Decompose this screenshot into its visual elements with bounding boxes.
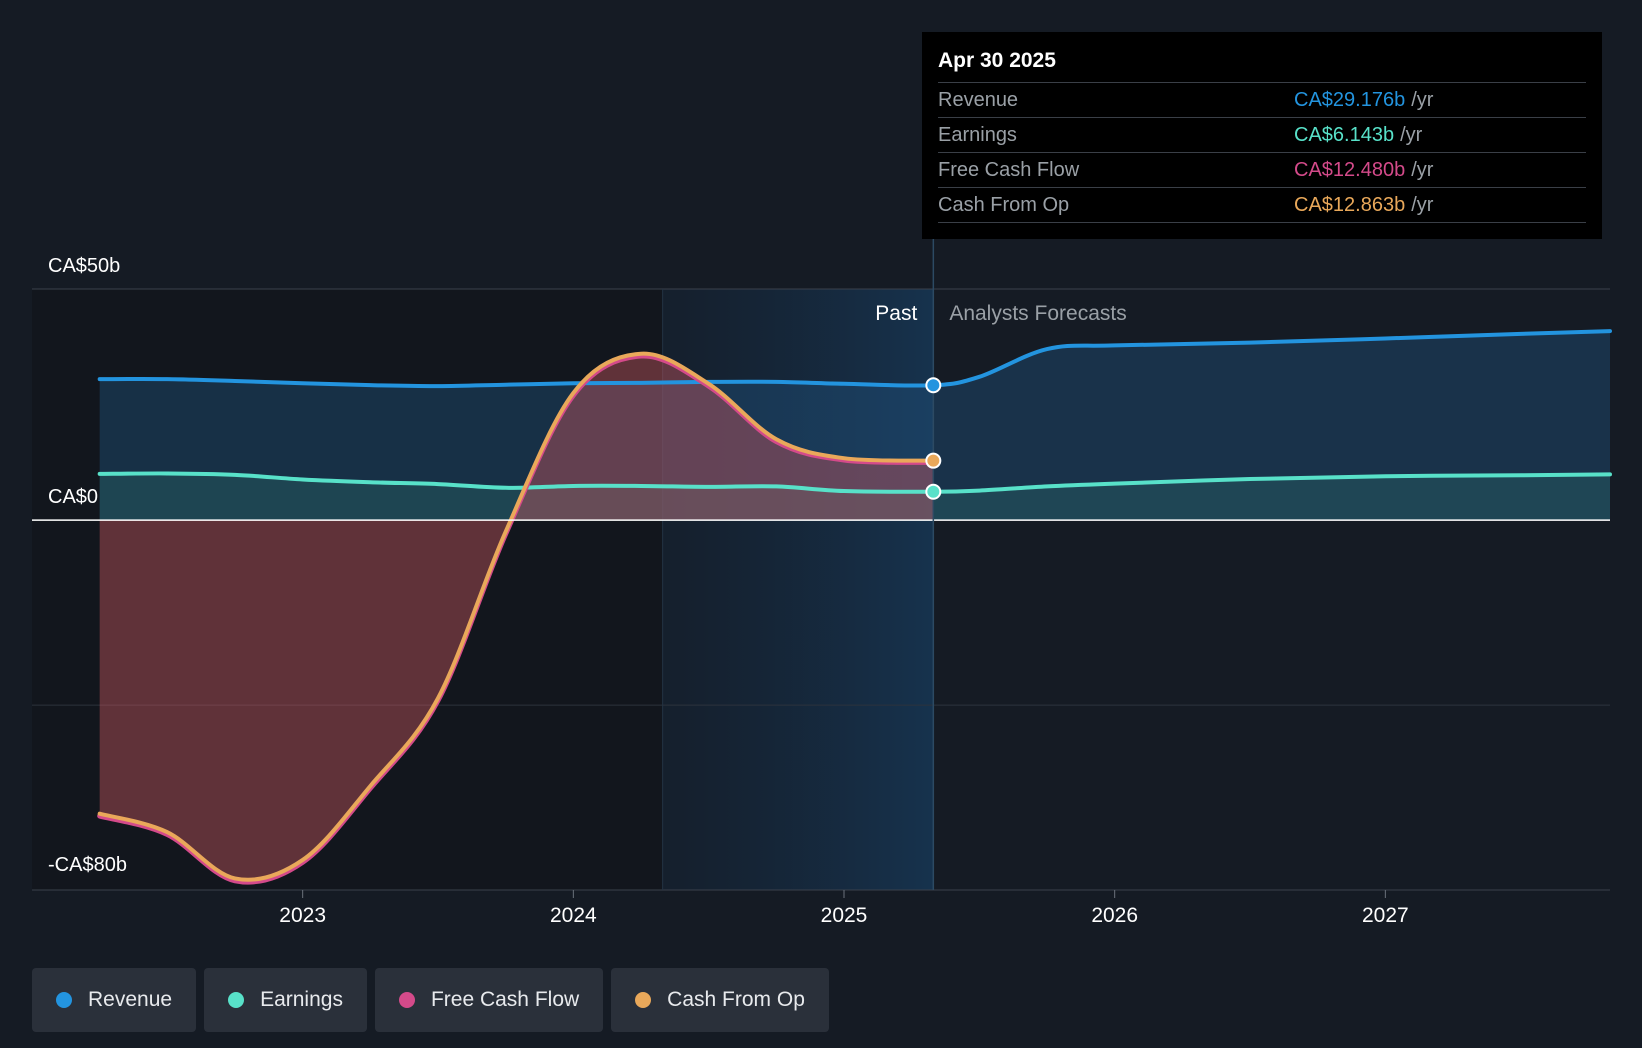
y-label-zero: CA$0 <box>48 486 98 508</box>
cash-from-op-marker <box>925 452 942 469</box>
tooltip-label: Cash From Op <box>938 193 1070 216</box>
legend-dot-icon <box>635 992 652 1008</box>
forecast-label: Analysts Forecasts <box>949 302 1126 325</box>
x-tick-label: 2025 <box>821 904 868 927</box>
legend-item-cash-from-op[interactable]: Cash From Op <box>611 968 829 1032</box>
tooltip-value: CA$6.143b <box>1294 123 1395 146</box>
tooltip-unit: /yr <box>1400 123 1423 146</box>
x-tick-label: 2023 <box>279 904 326 927</box>
past-background <box>32 289 663 890</box>
revenue-marker <box>925 377 942 394</box>
earnings-line <box>97 471 1612 494</box>
tooltip-row-cash-from-op: Cash From Op CA$12.863b /yr <box>938 187 1586 223</box>
legend-label: Free Cash Flow <box>430 988 580 1011</box>
revenue-area <box>99 331 1610 521</box>
legend-dot-icon <box>56 992 72 1008</box>
earnings-marker <box>925 483 942 500</box>
tooltip-unit: /yr <box>1411 193 1434 216</box>
x-tick-label: 2024 <box>550 904 597 927</box>
tooltip-date: Apr 30 2025 <box>938 49 1056 72</box>
legend: Revenue Earnings Free Cash Flow Cash Fro… <box>32 968 829 1032</box>
legend-label: Cash From Op <box>667 988 805 1011</box>
tooltip-label: Earnings <box>938 123 1017 146</box>
y-label-top: CA$50b <box>48 255 120 277</box>
legend-item-free-cash-flow[interactable]: Free Cash Flow <box>374 968 604 1032</box>
legend-label: Revenue <box>88 988 173 1011</box>
tooltip-value: CA$12.863b <box>1294 193 1406 216</box>
tooltip-label: Free Cash Flow <box>938 158 1080 181</box>
legend-dot-icon <box>228 992 245 1008</box>
past-label: Past <box>875 302 917 325</box>
cash-from-op-line <box>97 351 936 882</box>
x-tick-label: 2026 <box>1091 904 1138 927</box>
tooltip-unit: /yr <box>1411 88 1434 111</box>
tooltip-label: Revenue <box>938 88 1019 111</box>
x-tick-label: 2027 <box>1362 904 1409 927</box>
highlight-band <box>662 289 934 890</box>
tooltip-row-earnings: Earnings CA$6.143b /yr <box>938 117 1586 152</box>
legend-item-earnings[interactable]: Earnings <box>204 968 367 1032</box>
tooltip: Apr 30 2025 Revenue CA$29.176b /yr Earni… <box>922 32 1602 239</box>
legend-item-revenue[interactable]: Revenue <box>32 968 197 1032</box>
revenue-line <box>97 329 1612 389</box>
y-label-bottom: -CA$80b <box>48 854 127 876</box>
tooltip-value: CA$12.480b <box>1294 158 1406 181</box>
earnings-area <box>99 473 1610 521</box>
tooltip-row-revenue: Revenue CA$29.176b /yr <box>938 82 1586 117</box>
tooltip-row-free-cash-flow: Free Cash Flow CA$12.480b /yr <box>938 152 1586 187</box>
tooltip-unit: /yr <box>1411 158 1434 181</box>
tooltip-value: CA$29.176b <box>1294 88 1406 111</box>
legend-label: Earnings <box>260 988 343 1011</box>
legend-dot-icon <box>398 992 415 1008</box>
